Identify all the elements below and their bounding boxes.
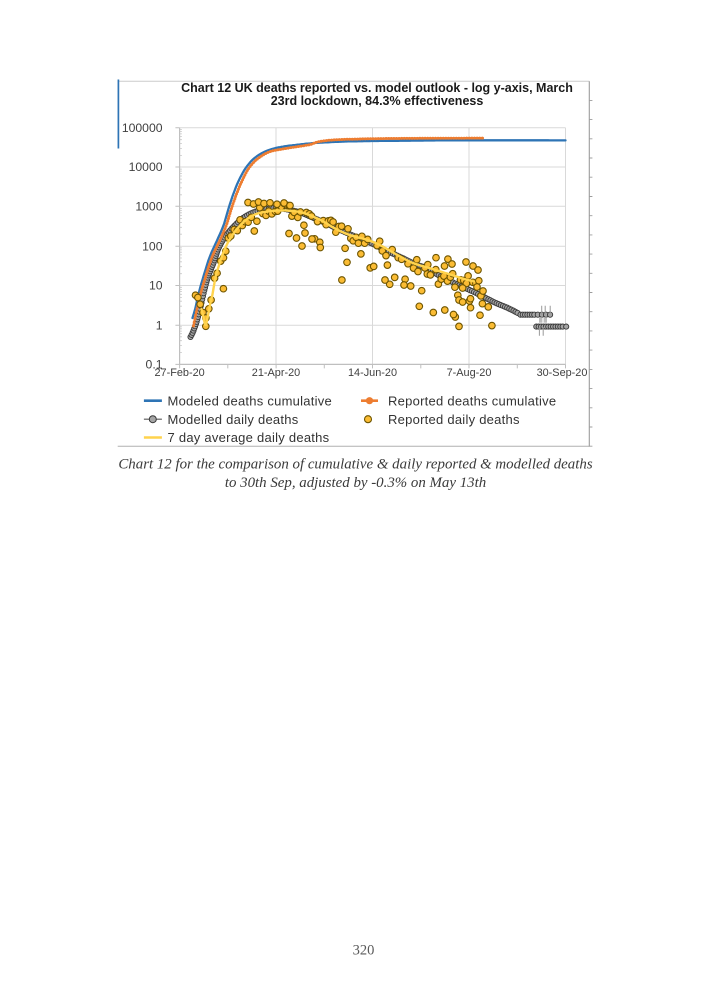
svg-text:Chart 12 for the comparison of: Chart 12 for the comparison of cumulativ…: [118, 456, 592, 472]
svg-text:100: 100: [142, 239, 163, 253]
svg-text:21-Apr-20: 21-Apr-20: [252, 367, 300, 379]
svg-text:Reported deaths cumulative: Reported deaths cumulative: [388, 393, 556, 408]
svg-text:100000: 100000: [122, 121, 163, 135]
svg-text:23rd lockdown, 84.3% effective: 23rd lockdown, 84.3% effectiveness: [271, 94, 484, 108]
svg-text:1: 1: [156, 318, 163, 332]
svg-text:10000: 10000: [129, 160, 163, 174]
svg-text:30-Sep-20: 30-Sep-20: [537, 367, 588, 379]
svg-text:7-Aug-20: 7-Aug-20: [447, 367, 492, 379]
svg-text:27-Feb-20: 27-Feb-20: [154, 367, 204, 379]
svg-text:14-Jun-20: 14-Jun-20: [348, 367, 397, 379]
svg-text:Reported daily deaths: Reported daily deaths: [388, 412, 520, 427]
svg-text:Modelled daily deaths: Modelled daily deaths: [168, 412, 299, 427]
svg-text:Chart 12 UK deaths reported vs: Chart 12 UK deaths reported vs. model ou…: [181, 81, 573, 95]
svg-text:0.1: 0.1: [146, 358, 163, 372]
svg-text:320: 320: [353, 943, 375, 959]
svg-text:10: 10: [149, 279, 163, 293]
svg-text:7 day average daily deaths: 7 day average daily deaths: [168, 430, 330, 445]
svg-text:1000: 1000: [135, 199, 162, 213]
svg-text:Modeled deaths cumulative: Modeled deaths cumulative: [168, 393, 333, 408]
svg-text:to 30th Sep, adjusted by -0.3%: to 30th Sep, adjusted by -0.3% on May 13…: [225, 475, 486, 491]
